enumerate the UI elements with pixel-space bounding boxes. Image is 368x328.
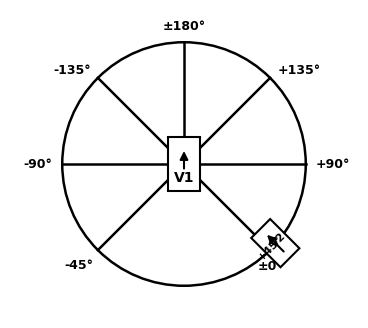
Bar [168,137,200,191]
Polygon shape [251,219,300,267]
Text: +135°: +135° [277,64,321,77]
Text: +45°: +45° [256,234,284,263]
Text: V1: V1 [174,171,194,185]
Text: ±180°: ±180° [162,19,206,32]
Text: ±0°: ±0° [257,260,283,273]
Text: +90°: +90° [315,157,350,171]
Text: -45°: -45° [64,258,93,272]
Text: V2: V2 [269,230,288,249]
Text: -90°: -90° [24,157,53,171]
Text: -135°: -135° [53,64,91,77]
